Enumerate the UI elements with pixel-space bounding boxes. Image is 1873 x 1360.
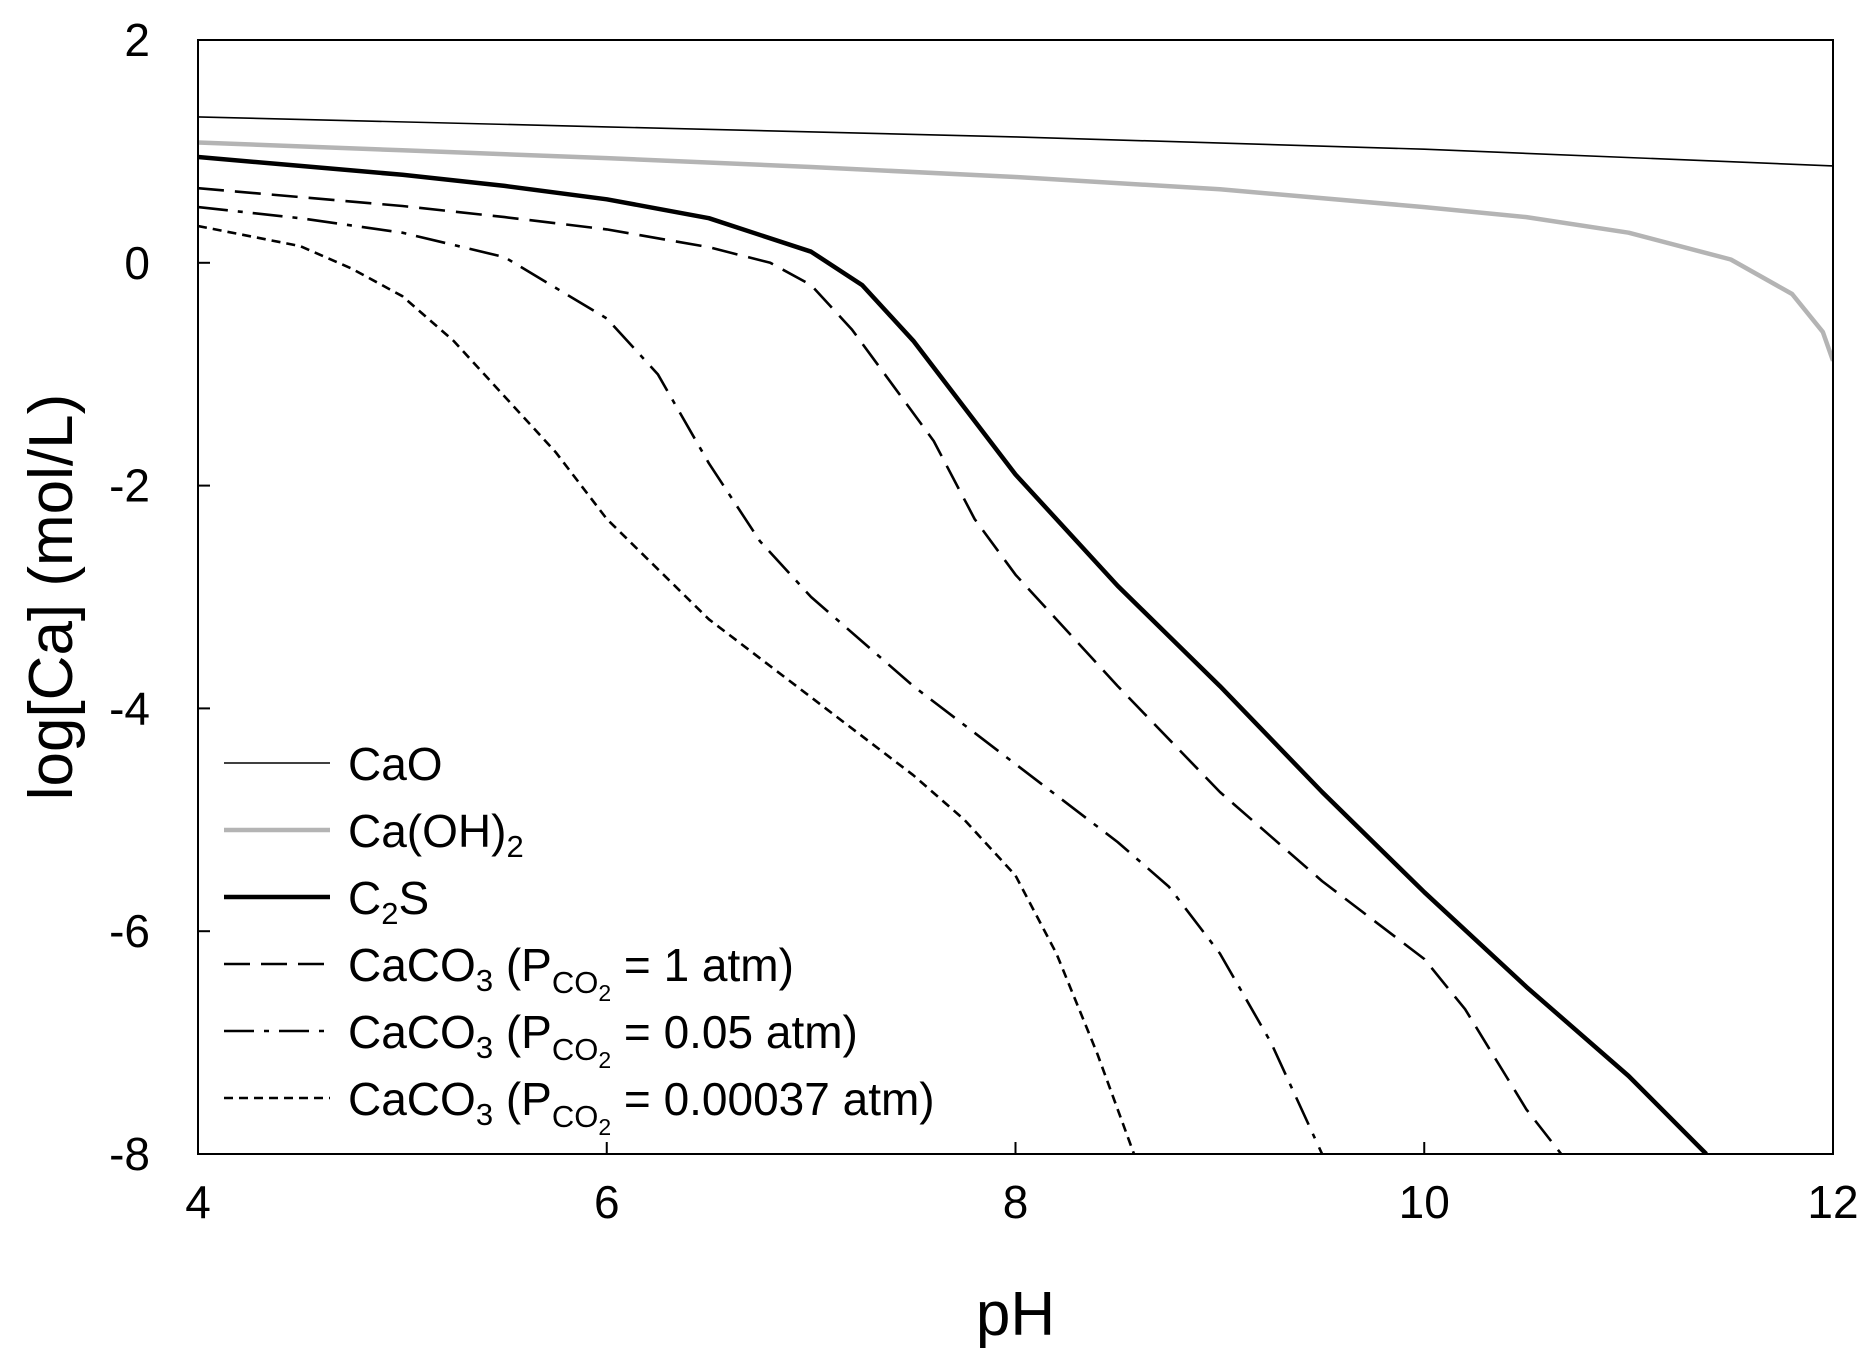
legend-label-ca-oh-2: Ca(OH)2 <box>348 805 524 864</box>
x-tick-label: 10 <box>1399 1176 1450 1228</box>
x-axis-title: pH <box>976 1280 1055 1349</box>
series-caco3-pco2-0-00037-atm <box>198 224 1136 1154</box>
y-tick-label: -6 <box>109 905 150 957</box>
x-tick-label: 8 <box>1003 1176 1029 1228</box>
series-ca-oh-2 <box>198 140 1833 362</box>
y-tick-label: 2 <box>124 14 150 66</box>
y-tick-label: -4 <box>109 682 150 734</box>
x-tick-label: 4 <box>185 1176 211 1228</box>
series-caco3-pco2-1-atm <box>198 186 1563 1154</box>
legend-label-caco3-pco2-0-00037-atm: CaCO3 (PCO2 = 0.00037 atm) <box>348 1073 935 1140</box>
axis-ticks: 4 6 8 10 12 2 0 -2 -4 -6 -8 <box>109 14 1858 1228</box>
x-tick-label: 12 <box>1807 1176 1858 1228</box>
x-tick-label: 6 <box>594 1176 620 1228</box>
y-tick-label: -8 <box>109 1128 150 1180</box>
legend-label-c2s: C2S <box>348 872 429 931</box>
y-axis-title: log[Ca] (mol/L) <box>17 394 86 801</box>
series-lines <box>198 116 1833 1154</box>
legend-label-caco3-pco2-1-atm: CaCO3 (PCO2 = 1 atm) <box>348 939 794 1006</box>
series-cao <box>198 116 1833 167</box>
series-caco3-pco2-0-05-atm <box>198 205 1324 1154</box>
series-c2s <box>198 154 1708 1154</box>
legend-label-caco3-pco2-0-05-atm: CaCO3 (PCO2 = 0.05 atm) <box>348 1006 858 1073</box>
y-tick-label: -2 <box>109 460 150 512</box>
y-tick-label: 0 <box>124 237 150 289</box>
legend-label-cao: CaO <box>348 738 443 790</box>
